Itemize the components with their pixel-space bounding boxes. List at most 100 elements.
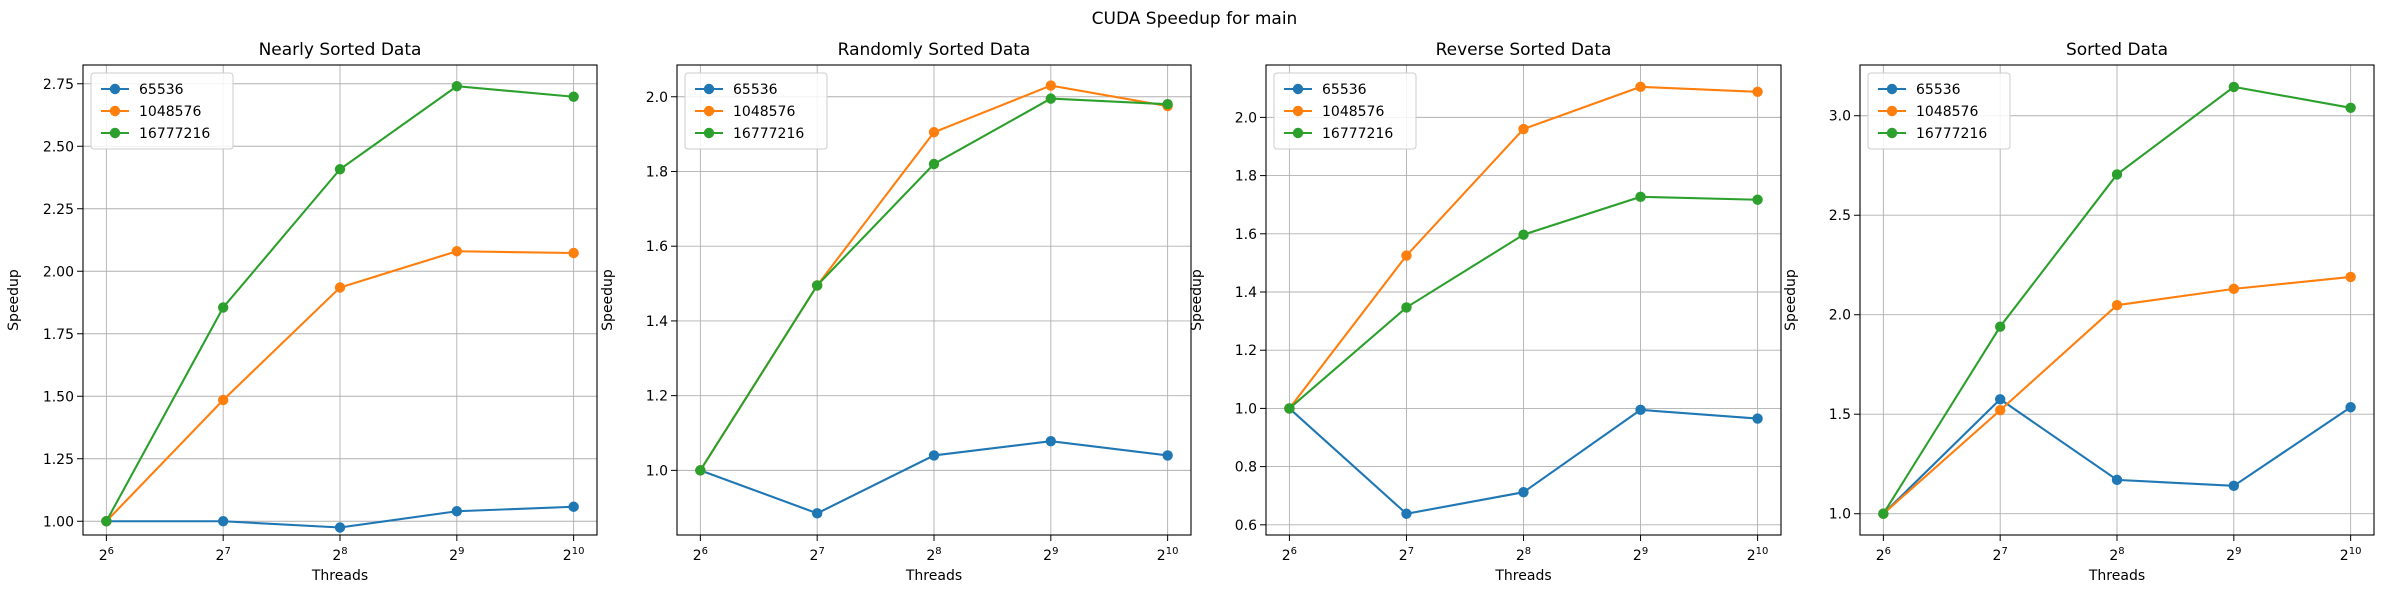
chart1-legend-box [90,72,234,150]
chart3-legend-marker-16777216 [1292,127,1304,139]
chart3-y-tick-label: 1.6 [1235,227,1257,243]
chart4-data-point-1048576 [2111,299,2123,311]
chart3-legend-marker-65536 [1292,83,1304,95]
chart1-legend-marker-65536 [109,83,121,95]
chart4-y-tick-label: 2.0 [1829,308,1851,324]
chart2-legend-marker-16777216 [703,127,715,139]
chart4-legend-marker-16777216 [1886,127,1898,139]
chart1-data-point-16777216 [334,164,346,175]
chart3-legend-box [1273,72,1417,150]
chart2-data-point-16777216 [811,280,823,291]
chart3-data-point-16777216 [1284,403,1295,414]
chart3-data-point-1048576 [1401,250,1412,261]
chart3-x-tick-label: 210 [1747,546,1769,564]
chart4-y-axis-label: Speedup [1783,269,1799,331]
chart4-x-tick-label: 210 [2340,546,2362,564]
chart4-axes-frame [1859,64,2375,536]
chart1-y-tick-label: 2.50 [43,139,74,155]
chart1-x-axis-label: Threads [311,568,368,584]
chart1-data-point-16777216 [101,516,112,527]
chart2-y-tick-label: 1.2 [646,389,668,405]
chart1-y-tick-label: 1.50 [43,389,74,405]
chart3-legend-label-65536: 65536 [1322,82,1367,98]
chart4-data-point-1048576 [1994,405,2006,416]
chart2-legend-marker-1048576 [703,105,715,117]
chart1: 26 27 28 29 210 1.00 1.25 1.50 1.75 2.00 2.25 2.50 2… [6,40,598,584]
chart1-data-point-1048576 [451,246,463,257]
chart2-x-axis-label: Threads [905,568,962,584]
chart3-data-point-16777216 [1401,302,1412,313]
chart3-y-axis-label: Speedup [1189,269,1205,331]
chart4-data-point-16777216 [1878,508,1889,519]
chart4-y-tick-label: 1.0 [1829,507,1851,523]
chart1-x-tick-label: 210 [563,546,585,564]
chart2-legend: 65536 1048576 16777216 [684,72,828,150]
chart4-title: Sorted Data [2066,40,2168,60]
chart1-y-tick-label: 1.75 [43,327,74,343]
chart4-y-tick-label: 1.5 [1829,407,1851,423]
chart1-title: Nearly Sorted Data [259,40,422,60]
chart3-data-point-1048576 [1752,86,1763,97]
chart4-legend-label-1048576: 1048576 [1916,104,1978,120]
chart3-data-point-65536 [1635,404,1646,416]
chart3-y-tick-label: 1.8 [1235,169,1257,185]
chart2-legend-label-16777216: 16777216 [733,126,804,142]
chart1-legend: 65536 1048576 16777216 [90,72,234,150]
chart1-x-tick-label: 26 [99,546,114,564]
chart3: 26 27 28 29 210 0.6 0.8 1.0 1.2 1.4 1.6 1.8 2.0 Rever… [1189,40,1782,584]
chart2: 26 27 28 29 210 1.0 1.2 1.4 1.6 1.8 2.0 Randomly So… [600,40,1192,584]
chart1-legend-label-65536: 65536 [139,82,184,98]
chart1-data-point-65536 [451,506,463,517]
chart3-legend-label-16777216: 16777216 [1322,126,1393,142]
chart2-legend-label-65536: 65536 [733,82,778,98]
chart4-y-tick-label: 3.0 [1829,109,1851,125]
chart3-y-tick-label: 1.2 [1235,343,1257,359]
chart2-data-point-1048576 [1045,80,1057,91]
chart2-x-tick-label: 27 [810,546,825,564]
chart4-legend-label-16777216: 16777216 [1916,126,1987,142]
chart3-y-tick-label: 0.6 [1235,518,1257,534]
chart3-data-point-1048576 [1635,81,1646,93]
chart3-data-point-16777216 [1635,191,1646,203]
chart4-data-point-16777216 [2345,102,2356,113]
chart2-title: Randomly Sorted Data [838,40,1031,60]
chart2-legend-marker-65536 [703,83,715,95]
chart2-data-point-16777216 [695,465,706,476]
chart1-y-axis-label: Speedup [6,269,22,331]
chart2-x-tick-label: 28 [926,546,941,564]
chart3-data-point-65536 [1401,508,1412,519]
chart1-data-point-1048576 [217,394,229,406]
chart4-legend-marker-65536 [1886,83,1898,95]
chart2-y-tick-label: 1.6 [646,239,668,255]
chart2-x-tick-label: 29 [1043,546,1058,564]
chart3-x-tick-label: 29 [1633,546,1648,564]
chart1-data-point-1048576 [568,247,579,259]
chart3-data-point-1048576 [1518,123,1529,135]
chart2-x-tick-label: 210 [1157,546,1179,564]
chart1-y-tick-label: 2.00 [43,264,74,280]
chart3-legend: 65536 1048576 16777216 [1273,72,1417,150]
chart4-data-point-1048576 [2228,283,2240,295]
chart2-data-point-65536 [928,450,940,461]
chart3-x-axis-label: Threads [1494,568,1551,584]
chart3-y-tick-label: 0.8 [1235,460,1257,476]
chart4-data-point-1048576 [2345,271,2356,283]
figure-title: CUDA Speedup for main [1092,9,1298,29]
chart1-data-point-65536 [568,501,579,512]
chart2-y-tick-label: 1.0 [646,463,668,479]
chart1-legend-label-1048576: 1048576 [139,104,201,120]
chart1-data-point-65536 [217,516,229,527]
chart3-y-tick-label: 1.0 [1235,401,1257,417]
chart4: 26 27 28 29 210 1.0 1.5 2.0 2.5 3.0 Sorted Data Thr… [1783,40,2375,584]
chart2-data-point-65536 [1045,436,1057,447]
chart1-x-tick-label: 29 [449,546,464,564]
chart1-legend-marker-1048576 [109,105,121,117]
chart4-x-tick-label: 27 [1993,546,2008,564]
chart2-y-tick-label: 1.4 [646,314,668,330]
chart4-x-tick-label: 26 [1876,546,1891,564]
chart2-legend-label-1048576: 1048576 [733,104,795,120]
chart3-axes-frame [1265,64,1782,536]
chart1-legend-marker-16777216 [109,127,121,139]
chart3-title: Reverse Sorted Data [1436,40,1612,60]
chart1-y-tick-label: 1.25 [43,452,74,468]
